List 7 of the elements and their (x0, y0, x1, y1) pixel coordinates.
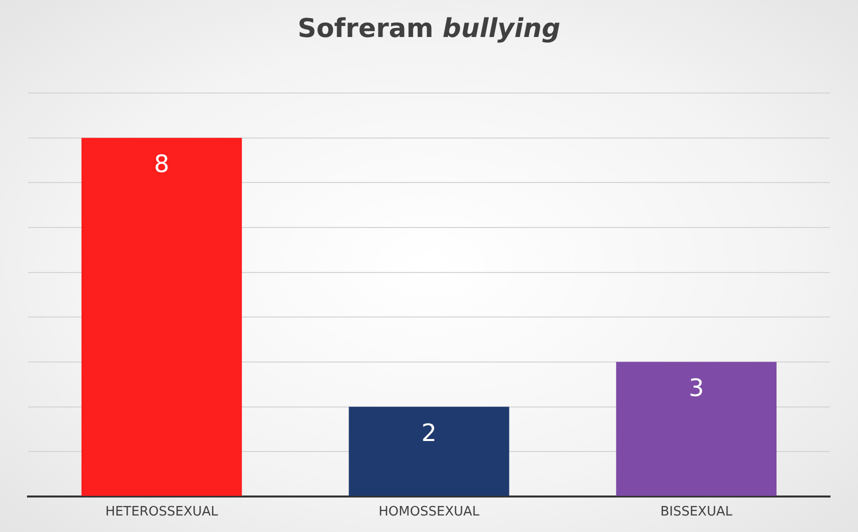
x-tick-label: BISSEXUAL (660, 504, 734, 520)
chart-title: Sofreram bullying (296, 14, 562, 44)
data-label: 2 (421, 418, 437, 447)
data-label: 8 (154, 150, 170, 178)
x-tick-label: HETEROSSEXUAL (105, 504, 219, 520)
x-tick-label: HOMOSSEXUAL (378, 504, 480, 520)
data-label: 3 (688, 374, 704, 402)
